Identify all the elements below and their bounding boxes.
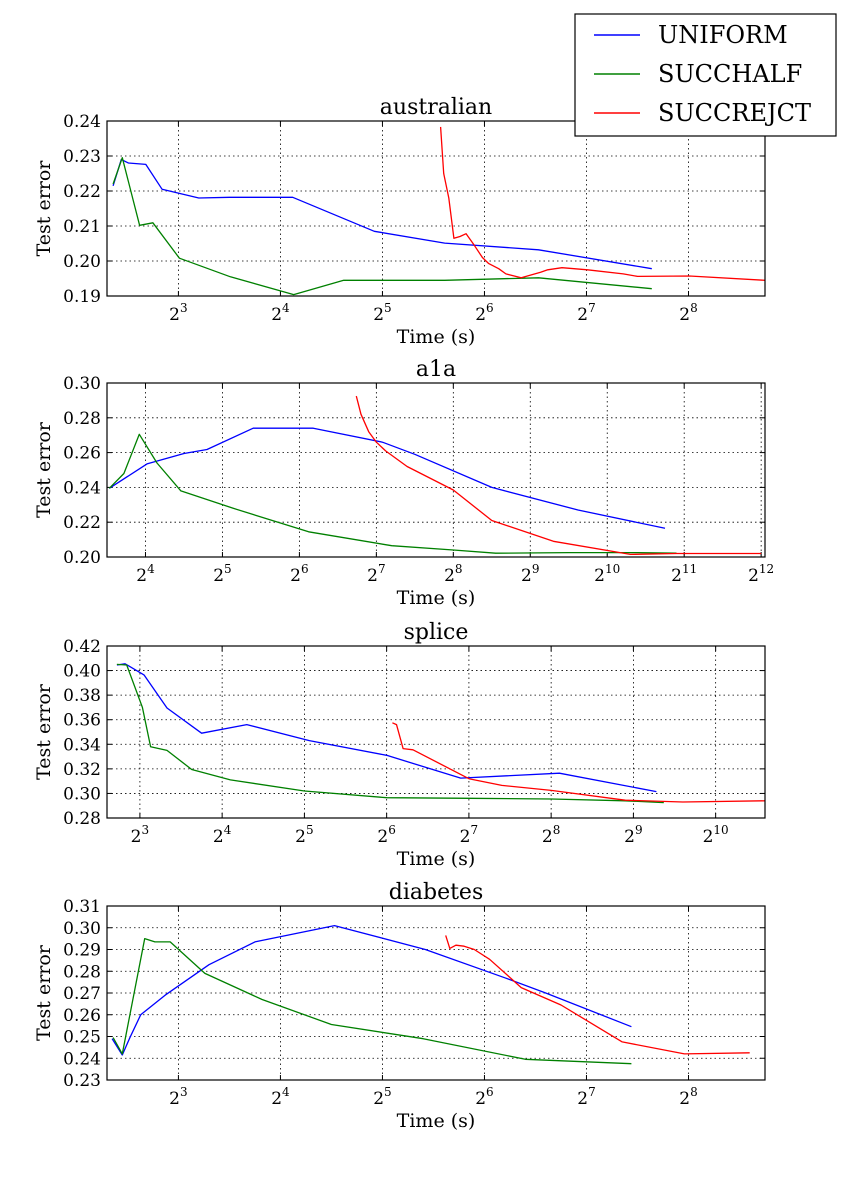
y-tick-label: 0.25 [63, 1028, 101, 1048]
x-tick-label: 26 [475, 1085, 493, 1109]
y-axis-label: Test error [33, 421, 55, 518]
y-tick-label: 0.30 [63, 374, 101, 394]
chart-panel-a1a: 0.20 0.22 0.24 0.26 0.28 0.30 24 25 26 27 28 29 210 2… [33, 357, 774, 609]
chart-title: splice [404, 620, 469, 645]
plot-frame [106, 382, 766, 558]
x-tick-label: 29 [521, 562, 539, 586]
x-tick-label: 24 [271, 301, 290, 325]
legend-label-succhalf: SUCCHALF [658, 60, 802, 88]
y-tick-label: 0.20 [63, 252, 101, 272]
y-axis-label: Test error [33, 160, 55, 257]
series-line-succhalf [112, 937, 632, 1065]
x-tick-label: 28 [679, 301, 697, 325]
y-tick-label: 0.24 [63, 478, 101, 498]
x-tick-label: 26 [475, 301, 493, 325]
x-tick-label: 28 [679, 1085, 697, 1109]
x-tick-label: 28 [542, 823, 560, 847]
y-tick-label: 0.23 [63, 147, 101, 167]
y-tick-label: 0.29 [63, 941, 101, 961]
y-tick-label: 0.21 [63, 217, 101, 237]
x-tick-label: 25 [295, 823, 313, 847]
y-tick-label: 0.19 [63, 287, 101, 307]
y-axis-label: Test error [33, 944, 55, 1041]
y-tick-label: 0.28 [63, 809, 101, 829]
series-line-succrejct [439, 126, 766, 281]
y-tick-label: 0.38 [63, 686, 101, 706]
series-line-uniform [108, 427, 666, 529]
x-tick-label: 24 [213, 823, 232, 847]
x-tick-label: 25 [213, 562, 231, 586]
chart-title: diabetes [389, 880, 484, 905]
y-tick-label: 0.32 [63, 760, 101, 780]
y-tick-label: 0.40 [63, 662, 101, 682]
y-tick-label: 0.26 [63, 1006, 101, 1026]
y-tick-label: 0.22 [63, 513, 101, 533]
plot-frame [106, 905, 766, 1081]
x-tick-label: 211 [671, 562, 697, 586]
x-axis-label: Time (s) [397, 326, 476, 348]
x-tick-label: 28 [444, 562, 462, 586]
plot-frame [106, 120, 766, 297]
x-tick-label: 26 [290, 562, 308, 586]
x-tick-label: 27 [367, 562, 385, 586]
y-tick-label: 0.34 [63, 735, 101, 755]
series-line-succrejct [445, 935, 750, 1055]
x-axis-label: Time (s) [397, 587, 476, 609]
x-tick-label: 27 [460, 823, 478, 847]
x-tick-label: 27 [577, 301, 595, 325]
x-axis-label: Time (s) [397, 848, 476, 870]
y-tick-label: 0.28 [63, 962, 101, 982]
x-tick-label: 210 [703, 823, 729, 847]
series-line-succrejct [392, 722, 766, 803]
y-tick-label: 0.23 [63, 1071, 101, 1091]
chart-panel-diabetes: 0.230.240.250.260.270.280.290.300.31 23 24… [33, 880, 766, 1132]
series-line-uniform [112, 158, 652, 270]
x-tick-label: 23 [169, 1085, 187, 1109]
chart-panel-splice: 0.28 0.30 0.32 0.34 0.36 0.38 0.40 0.42 23 24 25 26… [33, 620, 766, 870]
x-tick-label: 23 [169, 301, 187, 325]
x-tick-label: 210 [594, 562, 620, 586]
x-tick-label: 29 [624, 823, 642, 847]
legend: UNIFORM SUCCHALF SUCCREJCT [574, 13, 837, 137]
y-tick-label: 0.42 [63, 637, 101, 657]
y-tick-label: 0.36 [63, 711, 101, 731]
x-tick-label: 26 [377, 823, 395, 847]
y-tick-label: 0.26 [63, 444, 101, 464]
plot-frame [106, 645, 766, 819]
series-line-uniform [111, 924, 632, 1056]
y-tick-label: 0.27 [63, 984, 101, 1004]
series-line-succhalf [116, 663, 664, 804]
series-line-succhalf [112, 157, 652, 296]
x-tick-label: 24 [271, 1085, 290, 1109]
x-tick-label: 23 [131, 823, 149, 847]
chart-title: australian [380, 95, 492, 120]
x-tick-label: 25 [373, 1085, 391, 1109]
series-line-succhalf [108, 433, 677, 554]
x-tick-label: 24 [136, 562, 155, 586]
x-tick-label: 212 [748, 562, 774, 586]
y-tick-label: 0.20 [63, 548, 101, 568]
series-line-uniform [116, 663, 657, 793]
chart-panel-australian: 0.19 0.20 0.21 0.22 0.23 0.24 23 24 25 26 27 28 aust… [33, 95, 766, 348]
y-tick-label: 0.24 [63, 1049, 101, 1069]
y-axis-label: Test error [33, 683, 55, 780]
x-axis-label: Time (s) [397, 1110, 476, 1132]
series-line-succrejct [355, 395, 762, 556]
y-tick-label: 0.30 [63, 919, 101, 939]
y-tick-label: 0.28 [63, 409, 101, 429]
x-tick-label: 27 [577, 1085, 595, 1109]
y-tick-label: 0.24 [63, 112, 101, 132]
x-tick-label: 25 [373, 301, 391, 325]
legend-label-uniform: UNIFORM [658, 21, 788, 49]
y-tick-label: 0.22 [63, 182, 101, 202]
y-tick-label: 0.31 [63, 897, 101, 917]
chart-title: a1a [416, 357, 456, 382]
legend-label-succrejct: SUCCREJCT [658, 99, 811, 127]
y-tick-label: 0.30 [63, 784, 101, 804]
